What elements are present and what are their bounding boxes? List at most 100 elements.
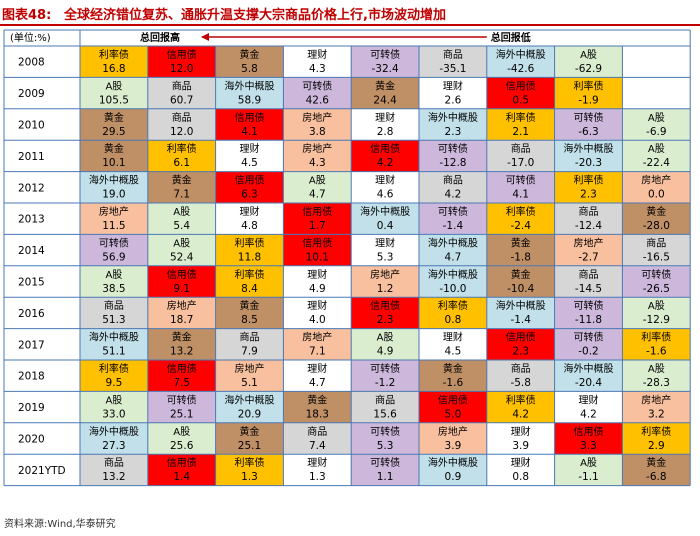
- return-value: -1.1: [578, 471, 599, 483]
- asset-name: A股: [580, 457, 597, 469]
- return-value: -1.6: [443, 377, 464, 389]
- return-value: 1.3: [309, 471, 326, 483]
- asset-cell: [486, 297, 555, 329]
- asset-cell: [80, 328, 148, 360]
- asset-cell: [554, 360, 623, 392]
- return-value: 29.5: [102, 126, 125, 138]
- return-value: 1.7: [309, 220, 326, 232]
- return-value: 5.4: [173, 220, 190, 232]
- year-label: 2012: [18, 182, 45, 194]
- asset-name: 利率债: [167, 142, 197, 155]
- asset-name: 黄金: [511, 236, 531, 249]
- asset-cell: [554, 234, 623, 266]
- return-value: 7.4: [309, 440, 326, 452]
- return-value: 4.3: [309, 63, 326, 75]
- figure-title-bar: 图表48: 全球经济错位复苏、通胀升温支撑大宗商品价格上行,市场波动增加: [0, 0, 700, 26]
- return-value: 0.8: [445, 314, 462, 326]
- asset-name: 海外中概股: [428, 268, 478, 281]
- asset-name: A股: [105, 80, 122, 92]
- asset-cell: [554, 328, 623, 360]
- asset-cell: [351, 171, 419, 203]
- return-value: 38.5: [102, 283, 125, 295]
- asset-cell: [80, 46, 148, 78]
- return-value: 4.1: [512, 189, 529, 201]
- asset-name: 海外中概股: [496, 299, 546, 312]
- asset-name: A股: [173, 237, 190, 249]
- return-value: -2.4: [510, 220, 531, 232]
- return-value: -1.6: [646, 346, 667, 358]
- asset-cell: [351, 328, 419, 360]
- asset-cell: [622, 328, 691, 360]
- asset-name: 海外中概股: [89, 331, 139, 344]
- asset-cell: [351, 203, 419, 235]
- asset-name: 房地产: [302, 111, 332, 124]
- return-value: -28.0: [643, 220, 670, 232]
- return-value: 4.3: [309, 157, 326, 169]
- asset-cell: [80, 265, 148, 298]
- asset-cell: [283, 422, 352, 455]
- asset-cell: [419, 422, 487, 455]
- asset-cell: [283, 265, 352, 298]
- return-value: -62.9: [575, 63, 602, 75]
- asset-name: 黄金: [104, 111, 124, 124]
- asset-name: 房地产: [235, 362, 265, 375]
- asset-cell: [419, 108, 487, 141]
- asset-name: 信用债: [167, 48, 197, 61]
- return-value: 4.7: [309, 189, 326, 201]
- asset-name: 黄金: [240, 425, 260, 438]
- asset-cell: [283, 391, 352, 423]
- table-row: 2020 海外中概股 27.3 A股 25.6 黄金 25.1 商品 7.4 可转债 5.3 房地产 3…: [18, 422, 691, 455]
- asset-cell: [351, 234, 419, 266]
- return-value: 2.3: [445, 126, 462, 138]
- return-value: 51.1: [102, 346, 125, 358]
- asset-name: 理财: [443, 79, 463, 92]
- return-value: 4.8: [241, 220, 258, 232]
- asset-cell: [283, 203, 352, 235]
- asset-cell: [622, 265, 691, 298]
- return-value: -1.4: [510, 314, 531, 326]
- return-value: 4.9: [309, 283, 326, 295]
- asset-name: A股: [648, 143, 665, 155]
- asset-cell: [215, 360, 284, 392]
- return-value: 0.0: [648, 189, 665, 201]
- return-value: -32.4: [372, 63, 399, 75]
- asset-name: A股: [648, 112, 665, 124]
- asset-name: 理财: [443, 331, 463, 344]
- return-value: 2.6: [445, 94, 462, 106]
- asset-cell: [215, 328, 284, 360]
- return-value: 1.2: [377, 283, 394, 295]
- return-value: -17.0: [507, 157, 534, 169]
- return-value: 2.9: [648, 440, 665, 452]
- year-label: 2016: [18, 308, 45, 320]
- asset-name: 商品: [646, 236, 666, 249]
- asset-cell: [486, 234, 555, 266]
- asset-cell: [419, 328, 487, 360]
- asset-name: 利率债: [506, 205, 536, 218]
- asset-cell: [351, 46, 419, 78]
- return-value: 18.7: [170, 314, 193, 326]
- return-value: 58.9: [238, 94, 261, 106]
- asset-name: 利率债: [574, 79, 604, 92]
- asset-name: 海外中概股: [496, 48, 546, 61]
- table-row: 2019 A股 33.0 可转债 25.1 海外中概股 20.9 黄金 18.3 商品 15.6 信用…: [18, 391, 691, 423]
- return-value: -6.9: [646, 126, 667, 138]
- asset-name: 利率债: [641, 425, 671, 438]
- asset-cell: [486, 328, 555, 360]
- asset-cell: [80, 77, 148, 109]
- year-label: 2018: [18, 371, 45, 383]
- asset-name: 信用债: [167, 456, 197, 469]
- return-value: 7.1: [309, 346, 326, 358]
- asset-name: 商品: [579, 205, 599, 218]
- asset-cell: [419, 77, 487, 109]
- year-label: 2015: [18, 277, 45, 289]
- return-value: 4.0: [309, 314, 326, 326]
- asset-cell: [419, 140, 487, 172]
- return-value: 16.8: [102, 63, 125, 75]
- return-value: 3.3: [580, 440, 597, 452]
- year-label: 2008: [18, 57, 45, 69]
- return-value: 6.1: [173, 157, 190, 169]
- asset-name: 信用债: [438, 393, 468, 406]
- table-row: 2016 商品 51.3 房地产 18.7 黄金 8.5 理财 4.0 信用债 2.3 利率债 0.8 海…: [18, 297, 691, 329]
- asset-name: 黄金: [646, 205, 666, 218]
- asset-cell: [147, 171, 216, 203]
